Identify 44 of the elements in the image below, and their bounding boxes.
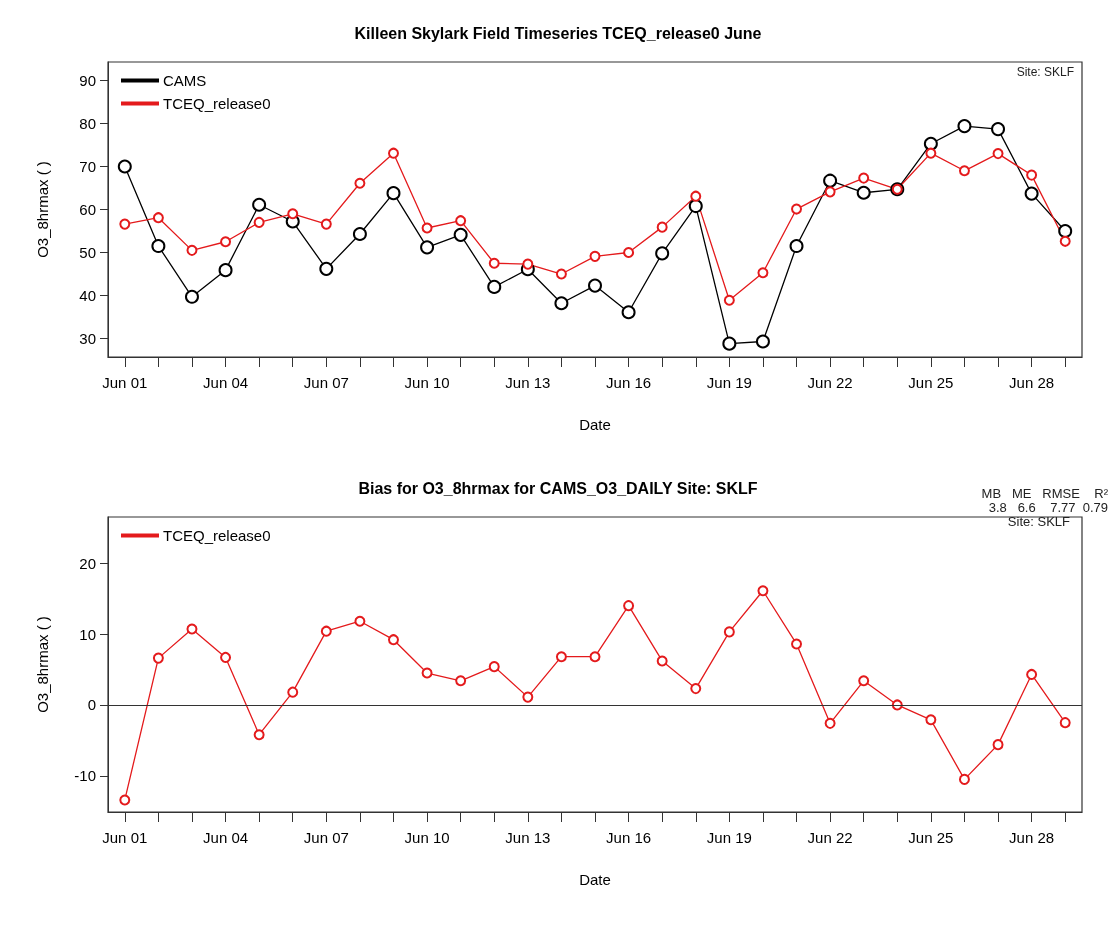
x-tick-label: Jun 19: [706, 829, 752, 846]
annotation: Site: SKLF: [1016, 65, 1074, 79]
x-tick-label: Jun 28: [1009, 374, 1055, 391]
x-tick-label: Jun 25: [908, 829, 954, 846]
y-tick-label: 10: [79, 625, 96, 643]
y-tick-label: 60: [79, 201, 96, 218]
x-tick-label: Jun 07: [303, 374, 349, 391]
y-tick-label: 0: [87, 696, 96, 714]
x-tick-label: Jun 10: [404, 374, 450, 391]
text: MB ME RMSE R²: [981, 486, 1109, 501]
x-tick-label: Jun 16: [606, 374, 652, 391]
x-tick-label: Jun 19: [706, 374, 752, 391]
y-axis-title: O3_8hrmax ( ): [34, 616, 51, 713]
x-tick-label: Jun 22: [807, 374, 853, 391]
y-tick-label: 80: [79, 114, 96, 132]
chart-title: Bias for O3_8hrmax for CAMS_O3_DAILY Site: SKLF: [358, 479, 758, 497]
x-axis-title: Date: [579, 871, 611, 888]
annotation: Site: SKLF: [1007, 514, 1071, 529]
x-tick-label: Jun 13: [505, 374, 551, 391]
legend-label: CAMS: [163, 72, 207, 89]
y-tick-label: 40: [79, 287, 96, 305]
y-tick-label: 30: [79, 330, 96, 348]
x-tick-label: Jun 16: [606, 829, 652, 846]
y-tick-label: 70: [79, 158, 96, 175]
x-tick-label: Jun 04: [203, 374, 249, 391]
x-tick-label: Jun 01: [102, 829, 148, 846]
x-tick-label: Jun 28: [1009, 829, 1055, 846]
chart-title: Killeen Skylark Field Timeseries TCEQ_release0 June: [354, 24, 762, 42]
y-tick-label: 20: [79, 554, 96, 572]
x-tick-label: Jun 07: [303, 829, 349, 846]
y-tick-label: 50: [79, 244, 96, 261]
legend-label: TCEQ_release0: [163, 95, 271, 112]
x-axis-title: Date: [579, 416, 611, 433]
x-tick-label: Jun 10: [404, 829, 450, 846]
x-tick-label: Jun 25: [908, 374, 954, 391]
y-tick-label: 90: [79, 71, 96, 89]
x-tick-label: Jun 04: [203, 829, 249, 846]
legend-label: TCEQ_release0: [163, 527, 271, 544]
x-tick-label: Jun 22: [807, 829, 853, 846]
y-tick-label: -10: [74, 767, 96, 785]
y-axis-title: O3_8hrmax ( ): [34, 161, 51, 258]
x-tick-label: Jun 01: [102, 374, 148, 391]
text: 3.8 6.6 7.77 0.79: [988, 500, 1108, 515]
x-tick-label: Jun 13: [505, 829, 551, 846]
